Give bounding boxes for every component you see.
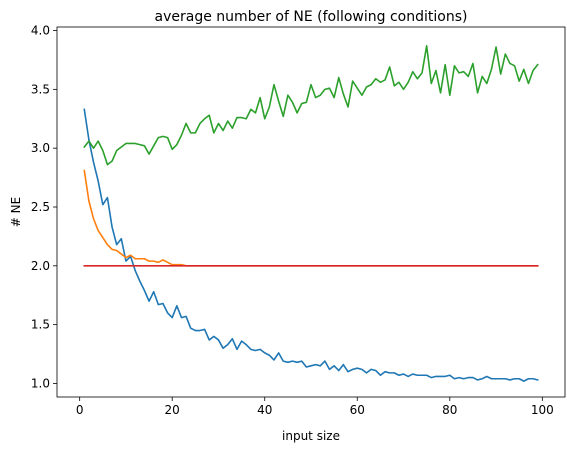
x-tick-label: 80: [442, 403, 457, 417]
x-tick-label: 100: [531, 403, 554, 417]
y-tick-label: 2.0: [31, 259, 50, 273]
chart-title: average number of NE (following conditio…: [155, 9, 468, 25]
y-axis-ticks: 1.0 1.5 2.0 2.5 3.0 3.5 4.0: [31, 24, 57, 390]
x-tick-label: 20: [165, 403, 180, 417]
x-tick-label: 60: [350, 403, 365, 417]
y-tick-label: 3.0: [31, 141, 50, 155]
axes-frame: [56, 26, 566, 398]
x-axis-label: input size: [282, 429, 340, 443]
y-tick-label: 1.0: [31, 376, 50, 390]
series-line-1: [83, 108, 539, 382]
plot-area: 0 20 40 60 80 100 1.0 1.5 2.0 2.5 3.0 3.5 4.0: [31, 24, 566, 417]
y-axis-label: # NE: [9, 197, 23, 227]
y-tick-label: 1.5: [31, 318, 50, 332]
y-tick-label: 4.0: [31, 24, 50, 38]
y-tick-label: 3.5: [31, 82, 50, 96]
x-tick-label: 0: [76, 403, 84, 417]
series-layer: [83, 45, 539, 382]
y-tick-label: 2.5: [31, 200, 50, 214]
series-line-3: [83, 45, 539, 166]
x-tick-label: 40: [257, 403, 272, 417]
x-axis-ticks: 0 20 40 60 80 100: [76, 397, 554, 417]
